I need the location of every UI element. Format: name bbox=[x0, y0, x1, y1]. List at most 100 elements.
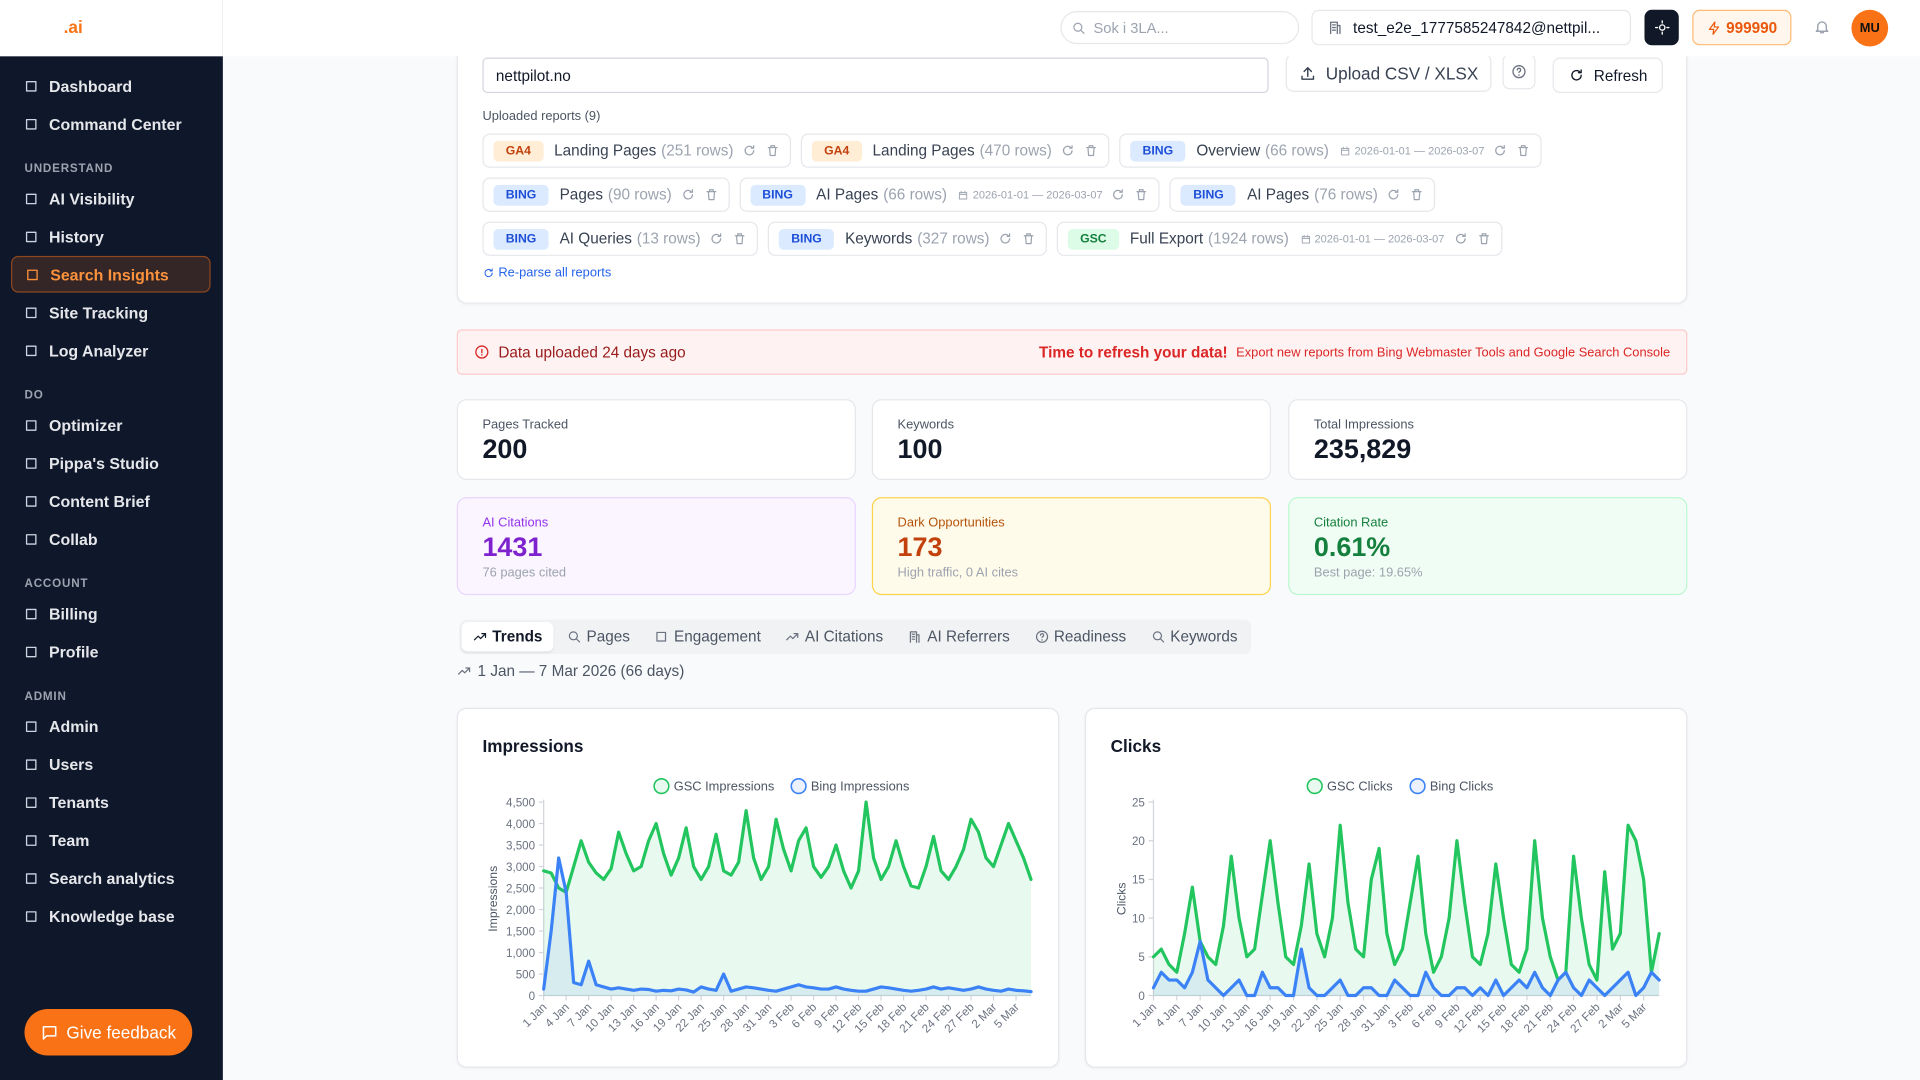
icon bbox=[1136, 189, 1147, 201]
nav-item[interactable]: Tenants bbox=[11, 784, 211, 821]
nav-item[interactable]: Admin bbox=[11, 708, 211, 745]
tab[interactable]: AI Referrers bbox=[897, 622, 1021, 651]
nav-item[interactable]: History bbox=[11, 218, 211, 255]
tab-label: AI Citations bbox=[804, 628, 884, 646]
y-tick-label: 25 bbox=[1132, 796, 1145, 809]
nav-item[interactable]: Knowledge base bbox=[11, 898, 211, 935]
tab[interactable]: Readiness bbox=[1023, 622, 1137, 651]
report-rows: (66 rows) bbox=[1265, 142, 1329, 160]
series-line bbox=[542, 800, 1033, 894]
stat-note: Best page: 19.65% bbox=[1313, 565, 1423, 581]
report-name: AI Pages bbox=[1247, 186, 1310, 204]
nav-item[interactable]: Users bbox=[11, 746, 211, 783]
report-rows: (13 rows) bbox=[636, 230, 701, 248]
icon bbox=[1000, 233, 1011, 244]
y-tick-label: 500 bbox=[516, 968, 536, 981]
nav-item[interactable]: Search analytics bbox=[11, 860, 211, 897]
icon-shape bbox=[1815, 21, 1829, 34]
icon bbox=[25, 306, 37, 318]
nav-item[interactable]: Search Insights bbox=[11, 255, 211, 293]
domain-input[interactable]: nettpilot.no bbox=[482, 57, 1269, 94]
x-tick-label: 1 Jan bbox=[1130, 1001, 1159, 1030]
icon bbox=[959, 190, 968, 199]
icon bbox=[473, 633, 487, 641]
icon-shape bbox=[25, 419, 37, 431]
y-tick-label: 20 bbox=[1132, 835, 1145, 848]
icon bbox=[25, 646, 37, 657]
y-axis-label: Impressions bbox=[486, 866, 500, 932]
nav-item[interactable]: Team bbox=[11, 822, 211, 859]
x-tick-label: 2 Mar bbox=[1596, 1001, 1626, 1031]
nav-item[interactable]: Log Analyzer bbox=[11, 332, 211, 369]
alert-cta: Time to refresh your data! bbox=[1039, 343, 1228, 361]
icon-shape bbox=[1708, 20, 1719, 35]
icon bbox=[25, 193, 37, 204]
nav-item[interactable]: Pippa's Studio bbox=[11, 444, 211, 481]
tab[interactable]: Trends bbox=[461, 622, 554, 652]
upload-button[interactable]: Upload CSV / XLSX bbox=[1285, 53, 1492, 92]
source-badge: BING bbox=[750, 184, 806, 206]
nav-item[interactable]: Optimizer bbox=[11, 407, 211, 444]
tab[interactable]: AI Citations bbox=[774, 622, 894, 651]
report-dates: 2026-01-01 — 2026-03-07 bbox=[1354, 144, 1485, 157]
source-badge: BING bbox=[1180, 184, 1237, 206]
nav-item[interactable]: Billing bbox=[11, 595, 211, 632]
series-line bbox=[542, 856, 1033, 994]
report-name: Pages bbox=[559, 186, 604, 204]
report-rows: (1924 rows) bbox=[1207, 230, 1289, 248]
icon bbox=[568, 631, 581, 643]
nav-item[interactable]: AI Visibility bbox=[11, 180, 211, 217]
icon-shape bbox=[959, 190, 968, 199]
icon bbox=[734, 233, 745, 245]
theme-toggle[interactable] bbox=[1644, 9, 1679, 46]
icon-shape bbox=[1341, 146, 1350, 155]
icon bbox=[711, 233, 722, 244]
icon bbox=[484, 268, 493, 278]
icon-shape bbox=[25, 608, 37, 619]
report-rows: (470 rows) bbox=[979, 142, 1052, 160]
icon-shape bbox=[25, 193, 37, 204]
account-select[interactable]: test_e2e_1777585247842@nettpil... bbox=[1311, 9, 1632, 46]
report-chip: BING Keywords (327 rows) bbox=[767, 221, 1048, 256]
nav-item[interactable]: Profile bbox=[11, 633, 211, 670]
stat-value: 200 bbox=[482, 433, 528, 465]
nav-heading: ADMIN bbox=[24, 690, 67, 704]
search-box[interactable]: Sok i 3LA... bbox=[1060, 11, 1300, 45]
nav-item[interactable]: Command Center bbox=[11, 105, 211, 142]
nav-item[interactable]: Content Brief bbox=[11, 482, 211, 519]
report-chip: BING Overview (66 rows) 2026-01-01 — 2026-0… bbox=[1119, 133, 1542, 168]
icon-shape bbox=[1570, 69, 1582, 81]
nav-item[interactable]: Dashboard bbox=[11, 67, 211, 104]
icon bbox=[1455, 233, 1466, 244]
icon-shape bbox=[25, 720, 37, 732]
icon-shape bbox=[457, 667, 471, 675]
tab[interactable]: Engagement bbox=[643, 622, 771, 651]
y-tick-label: 2,500 bbox=[506, 882, 536, 895]
credits[interactable]: 999990 bbox=[1692, 9, 1792, 46]
avatar[interactable]: MU bbox=[1851, 9, 1889, 47]
help-button[interactable] bbox=[1502, 53, 1536, 90]
icon-shape bbox=[1512, 65, 1526, 79]
reparse-link[interactable]: Re-parse all reports bbox=[482, 266, 611, 280]
nav-label: Dashboard bbox=[48, 76, 133, 95]
icon bbox=[1301, 234, 1310, 243]
notifications[interactable] bbox=[1813, 18, 1830, 41]
x-tick-label: 6 Feb bbox=[1409, 1001, 1439, 1031]
tab[interactable]: Keywords bbox=[1140, 622, 1249, 651]
tab[interactable]: Pages bbox=[556, 622, 641, 651]
stat-label: AI Citations bbox=[482, 515, 549, 531]
icon-shape bbox=[1113, 189, 1124, 200]
legend-label: Bing Impressions bbox=[811, 778, 910, 793]
nav-item[interactable]: Collab bbox=[11, 520, 211, 557]
stat-card: Pages Tracked 200 bbox=[456, 399, 856, 481]
stat-value: 100 bbox=[897, 433, 943, 465]
icon bbox=[25, 533, 37, 545]
report-chip: BING AI Queries (13 rows) bbox=[482, 221, 759, 256]
source-badge: BING bbox=[778, 228, 835, 250]
nav-item[interactable]: Site Tracking bbox=[11, 294, 211, 331]
alert-detail: Export new reports from Bing Webmaster T… bbox=[1236, 344, 1671, 360]
source-badge: BING bbox=[493, 184, 549, 206]
refresh-button[interactable]: Refresh bbox=[1552, 57, 1663, 94]
feedback-button[interactable]: Give feedback bbox=[24, 1008, 193, 1056]
